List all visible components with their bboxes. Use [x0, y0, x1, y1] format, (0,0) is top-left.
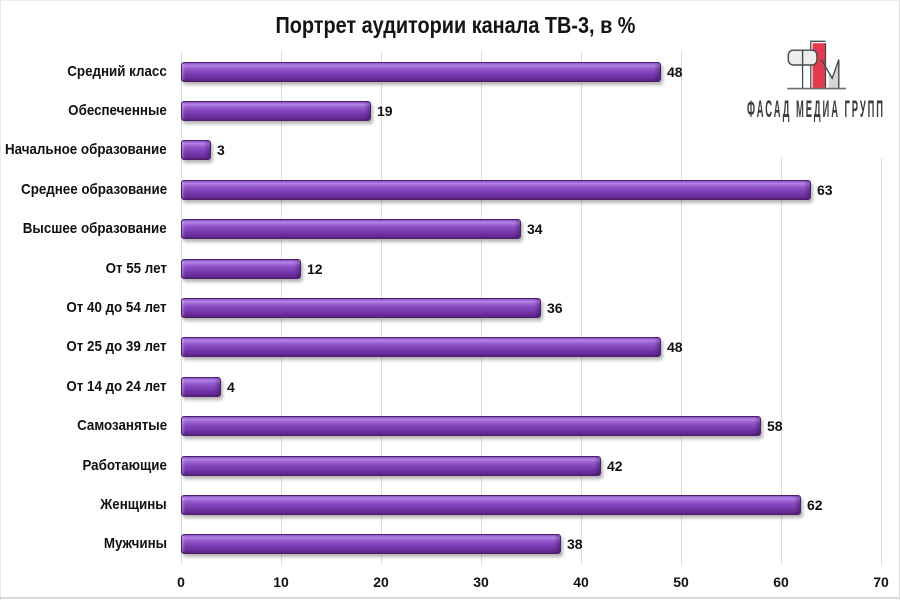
category-label: Средний класс — [67, 62, 167, 80]
bar-1 — [181, 61, 661, 82]
category-label: Работающие — [82, 456, 167, 474]
category-label: Высшее образование — [23, 220, 167, 238]
bar-6 — [181, 258, 301, 279]
value-label: 19 — [377, 103, 393, 120]
x-tick-label: 60 — [773, 574, 789, 590]
category-label: От 55 лет — [105, 259, 167, 277]
category-label: От 25 до 39 лет — [66, 338, 167, 356]
category-label: От 40 до 54 лет — [66, 299, 167, 316]
bar-12 — [181, 494, 801, 515]
bar-13 — [181, 534, 561, 555]
category-label: Женщины — [100, 495, 167, 513]
value-label: 63 — [817, 181, 833, 198]
value-label: 48 — [667, 63, 683, 80]
bar-8 — [181, 337, 661, 358]
logo-text: ФАСАД МЕДИА ГРУПП — [747, 96, 885, 123]
gridline-x-60 — [781, 52, 782, 564]
chart-title-text: Портрет аудитории канала ТВ-3, в % — [274, 12, 635, 38]
value-label: 48 — [667, 339, 683, 356]
bar-9 — [181, 376, 221, 397]
bar-7 — [181, 298, 541, 318]
x-tick-label: 40 — [573, 574, 589, 590]
x-tick-label: 20 — [373, 574, 389, 590]
value-label: 58 — [767, 418, 783, 435]
gridline-x-50 — [681, 52, 682, 564]
x-tick-label: 30 — [473, 574, 489, 590]
bar-3 — [181, 140, 211, 161]
value-label: 42 — [607, 457, 623, 474]
value-label: 3 — [217, 142, 225, 159]
category-label: Мужчины — [103, 535, 167, 553]
bar-11 — [181, 455, 601, 476]
plot-area — [181, 52, 882, 564]
logo-mark-icon — [787, 40, 846, 90]
chart-title: Портрет аудитории канала ТВ-3, в % — [10, 12, 900, 39]
x-tick-label: 0 — [177, 574, 185, 590]
category-label: Самозанятые — [76, 417, 167, 435]
bar-4 — [181, 179, 811, 200]
company-logo: ФАСАД МЕДИА ГРУПП — [736, 26, 896, 158]
category-label: Среднее образование — [20, 180, 167, 198]
value-label: 36 — [547, 300, 563, 316]
x-tick-label: 10 — [273, 574, 289, 590]
gridline-x-70 — [881, 52, 882, 564]
category-label: Обеспеченные — [68, 102, 167, 120]
category-label: От 14 до 24 лет — [66, 377, 167, 395]
bar-2 — [181, 101, 371, 122]
value-label: 4 — [227, 378, 235, 395]
value-label: 12 — [307, 260, 323, 277]
x-tick-label: 50 — [673, 574, 689, 590]
bar-5 — [181, 219, 521, 240]
x-tick-label: 70 — [873, 574, 889, 590]
category-label: Начальное образование — [5, 141, 167, 159]
value-label: 38 — [567, 536, 583, 553]
bar-10 — [181, 416, 761, 437]
value-label: 62 — [807, 496, 823, 513]
value-label: 34 — [527, 221, 543, 238]
bottom-edge-line — [0, 597, 900, 599]
gridline-x-40 — [581, 52, 582, 564]
